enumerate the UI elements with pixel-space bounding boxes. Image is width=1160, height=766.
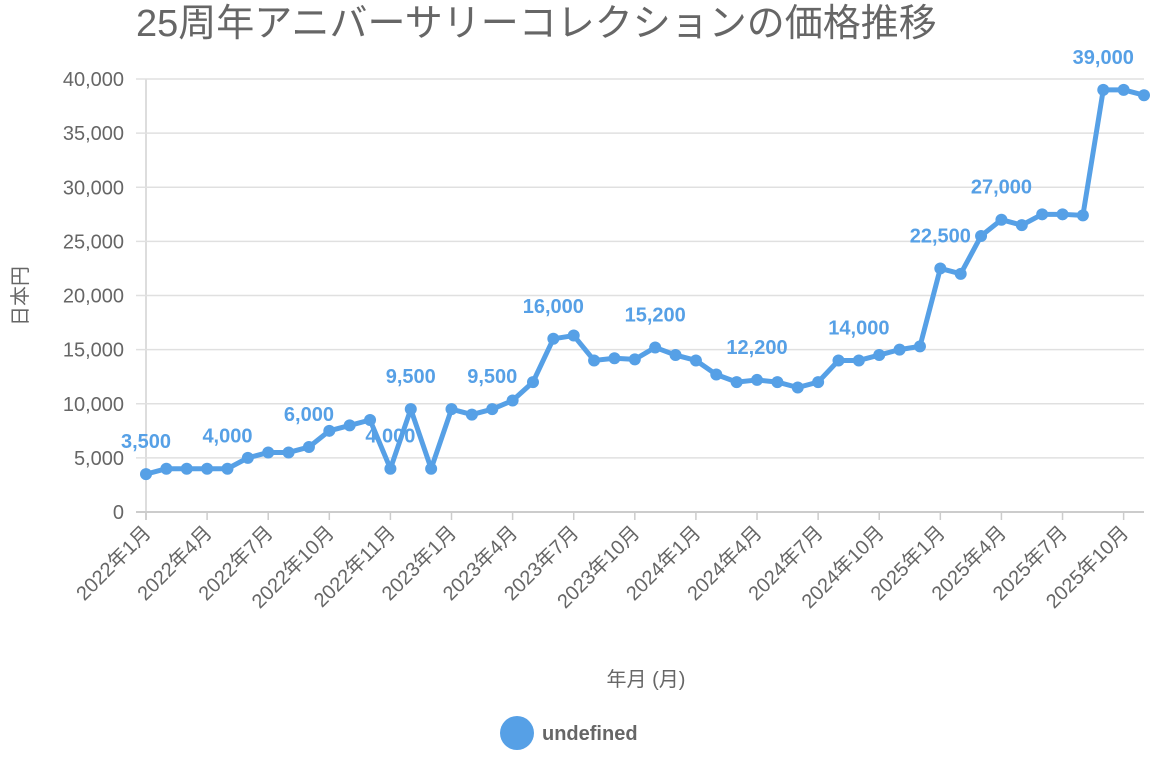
data-point bbox=[873, 349, 886, 362]
data-label: 15,200 bbox=[625, 304, 686, 326]
data-point bbox=[608, 352, 621, 365]
data-point bbox=[588, 354, 601, 367]
data-point bbox=[649, 341, 662, 354]
data-label: 9,500 bbox=[386, 366, 436, 388]
data-point bbox=[812, 376, 825, 389]
data-point bbox=[486, 403, 499, 416]
y-axis-label: 日本円 bbox=[9, 266, 32, 326]
data-point bbox=[425, 462, 438, 475]
data-point bbox=[323, 424, 336, 437]
data-label: 4,000 bbox=[202, 426, 252, 448]
data-label: 14,000 bbox=[828, 317, 889, 339]
y-tick-label: 35,000 bbox=[63, 123, 124, 145]
y-tick-label: 0 bbox=[113, 502, 124, 524]
data-point bbox=[445, 403, 458, 416]
data-point bbox=[710, 368, 723, 381]
data-point bbox=[934, 262, 947, 275]
data-point bbox=[893, 343, 906, 356]
data-label: 27,000 bbox=[971, 177, 1032, 199]
data-point bbox=[995, 213, 1008, 226]
data-point bbox=[1097, 83, 1110, 96]
y-tick-label: 10,000 bbox=[63, 394, 124, 416]
data-point bbox=[302, 441, 315, 454]
data-point bbox=[241, 451, 254, 464]
data-label: 9,500 bbox=[467, 366, 517, 388]
data-point bbox=[628, 353, 641, 366]
data-label: 22,500 bbox=[910, 225, 971, 247]
data-point bbox=[506, 394, 519, 407]
data-point bbox=[282, 446, 295, 459]
y-tick-label: 15,000 bbox=[63, 340, 124, 362]
data-point bbox=[771, 376, 784, 389]
data-point bbox=[465, 408, 478, 421]
data-point bbox=[852, 354, 865, 367]
data-point bbox=[160, 462, 173, 475]
legend-label[interactable]: undefined bbox=[542, 723, 638, 745]
data-point bbox=[1117, 83, 1130, 96]
y-tick-label: 30,000 bbox=[63, 177, 124, 199]
data-point bbox=[221, 462, 234, 475]
y-tick-label: 5,000 bbox=[74, 448, 124, 470]
data-point bbox=[791, 381, 804, 394]
data-point bbox=[975, 229, 988, 242]
data-point bbox=[404, 403, 417, 416]
legend-marker[interactable] bbox=[500, 716, 534, 750]
x-axis-label: 年月 (月) bbox=[607, 668, 686, 691]
data-point bbox=[1056, 208, 1069, 221]
data-point bbox=[832, 354, 845, 367]
data-point bbox=[1015, 219, 1028, 232]
data-label: 16,000 bbox=[523, 296, 584, 318]
data-label: 4,000 bbox=[365, 426, 415, 448]
data-label: 3,500 bbox=[121, 431, 171, 453]
chart-title: 25周年アニバーサリーコレクションの価格推移 bbox=[136, 3, 937, 45]
data-label: 6,000 bbox=[284, 404, 334, 426]
data-point bbox=[1076, 209, 1089, 222]
y-tick-label: 20,000 bbox=[63, 286, 124, 308]
data-point bbox=[201, 462, 214, 475]
data-label: 12,200 bbox=[726, 337, 787, 359]
data-point bbox=[384, 462, 397, 475]
y-tick-label: 40,000 bbox=[63, 69, 124, 91]
data-point bbox=[751, 373, 764, 386]
data-point bbox=[364, 413, 377, 426]
data-label: 39,000 bbox=[1073, 47, 1134, 69]
data-point bbox=[547, 332, 560, 345]
data-point bbox=[140, 468, 152, 481]
data-point bbox=[689, 354, 702, 367]
data-point bbox=[913, 340, 926, 353]
data-point bbox=[567, 329, 580, 342]
y-tick-label: 25,000 bbox=[63, 231, 124, 253]
data-point bbox=[1036, 208, 1049, 221]
data-point bbox=[262, 446, 275, 459]
data-point bbox=[343, 419, 356, 432]
data-point bbox=[730, 376, 743, 389]
data-point bbox=[526, 376, 539, 389]
data-point bbox=[954, 267, 967, 280]
data-point bbox=[1138, 89, 1150, 102]
data-point bbox=[669, 349, 682, 362]
data-point bbox=[180, 462, 193, 475]
